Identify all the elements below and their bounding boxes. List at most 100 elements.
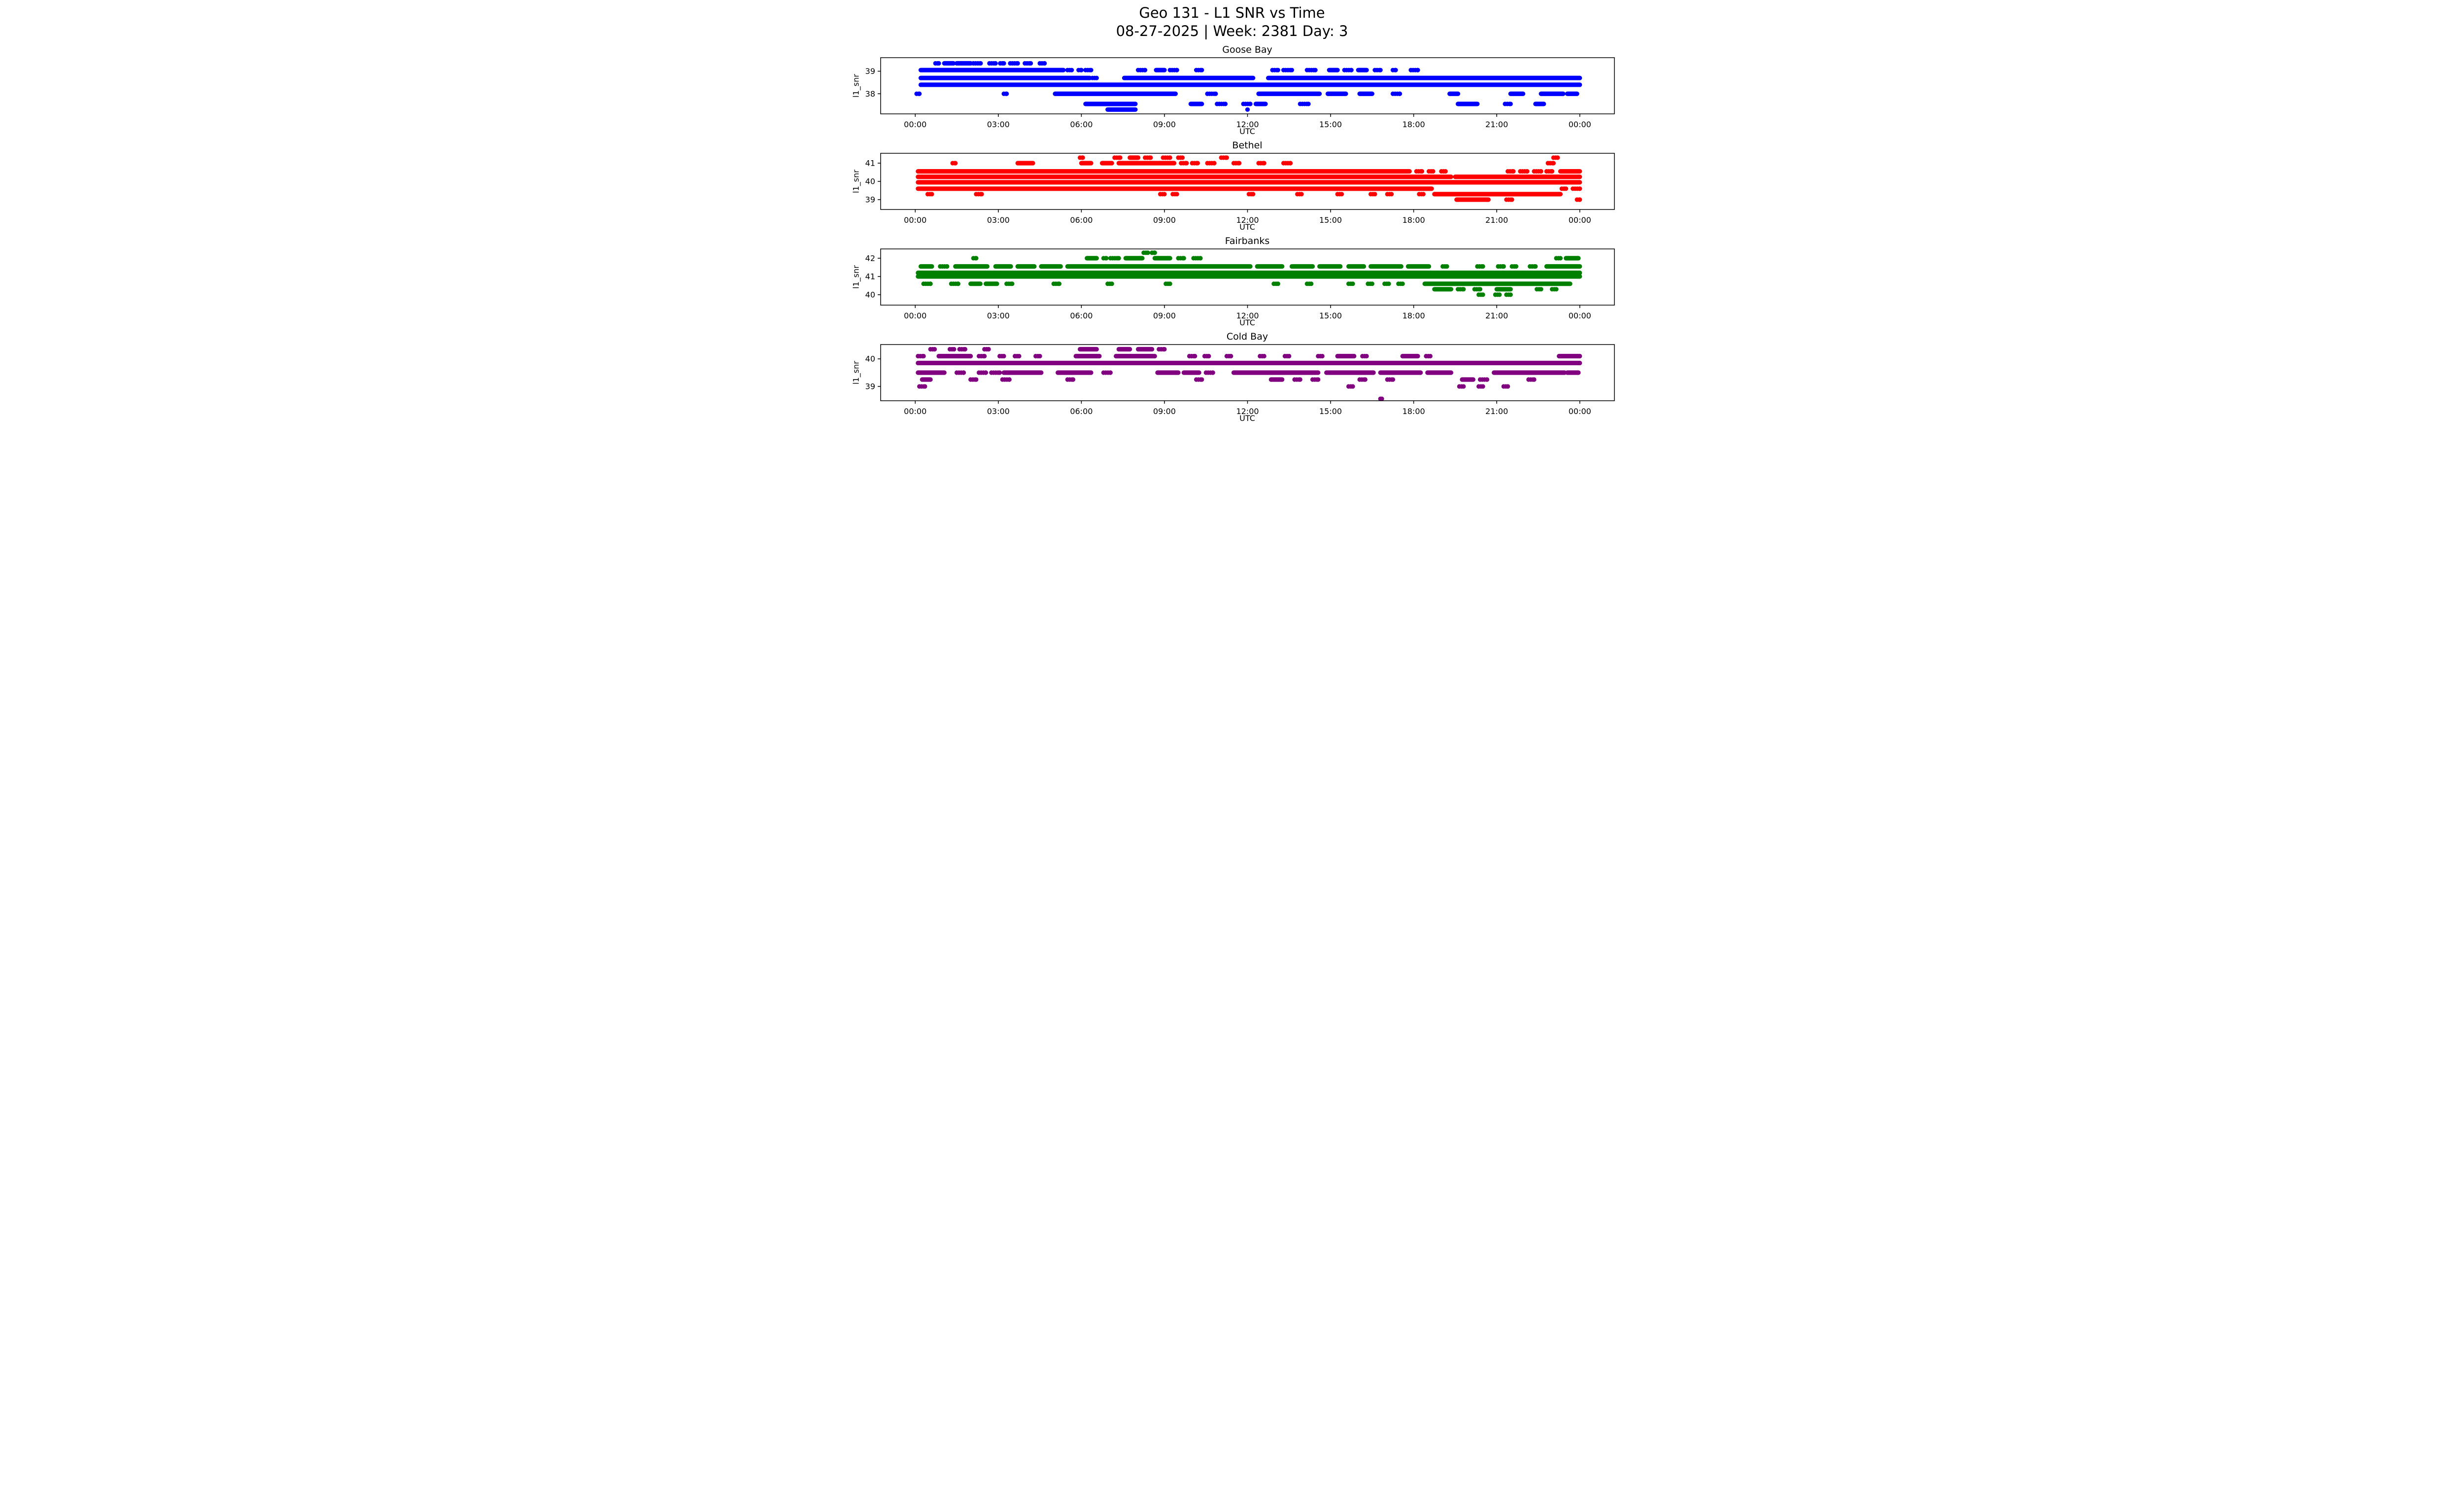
plot-region: l1_snr 00:00 03:00 06:00 09:00 12:00 15:00 18:… xyxy=(848,57,1616,131)
x-tick-label: 03:00 xyxy=(987,120,1010,129)
data-point xyxy=(1316,377,1321,382)
x-tick-label: 00:00 xyxy=(904,311,926,320)
data-point xyxy=(921,353,926,359)
x-tick-label: 21:00 xyxy=(1485,120,1508,129)
subplot-bethel: Bethel l1_snr 00:00 03:00 06:00 09:00 12:00 1… xyxy=(848,140,1616,232)
data-point xyxy=(1539,169,1543,174)
data-point xyxy=(917,91,922,96)
plot-region: l1_snr 00:00 03:00 06:00 09:00 12:00 15:00 18:… xyxy=(848,248,1616,322)
data-point xyxy=(1386,281,1391,286)
data-point xyxy=(1275,68,1280,72)
x-axis-label: UTC xyxy=(1239,127,1255,136)
x-tick-label: 21:00 xyxy=(1485,215,1508,225)
x-tick-label: 09:00 xyxy=(1153,120,1176,129)
data-point xyxy=(1245,107,1250,112)
data-point xyxy=(923,384,927,389)
subplot-title: Goose Bay xyxy=(1222,44,1272,55)
data-point xyxy=(956,281,960,286)
data-point xyxy=(1299,192,1304,197)
y-tick-label: 39 xyxy=(865,195,875,205)
data-point xyxy=(1184,161,1189,166)
data-point xyxy=(1167,281,1172,286)
data-point xyxy=(1015,61,1020,66)
subplot-fairbanks: Fairbanks l1_snr 00:00 03:00 06:00 09:00 12:… xyxy=(848,236,1616,327)
data-point xyxy=(1212,161,1217,166)
x-tick-label: 21:00 xyxy=(1485,407,1508,416)
y-axis-label: l1_snr xyxy=(851,74,861,98)
data-point xyxy=(1287,353,1292,359)
y-tick-label: 41 xyxy=(865,158,875,168)
data-point xyxy=(1174,68,1179,72)
subplot-title: Cold Bay xyxy=(1226,331,1268,342)
data-point xyxy=(1525,169,1530,174)
data-point xyxy=(1042,61,1047,66)
data-point xyxy=(1497,292,1502,297)
data-point xyxy=(1143,68,1148,72)
data-point xyxy=(1364,353,1369,359)
plot-area: 00:00 03:00 06:00 09:00 12:00 15:00 18:00 21:00… xyxy=(865,248,1615,320)
plot-area: 00:00 03:00 06:00 09:00 12:00 15:00 18:00 21:00… xyxy=(865,57,1615,129)
subplot-goose-bay: Goose Bay l1_snr 00:00 03:00 06:00 09:00 12:… xyxy=(848,44,1616,136)
data-point xyxy=(1001,61,1006,66)
x-tick-label: 18:00 xyxy=(1403,407,1425,416)
data-point xyxy=(1152,250,1157,255)
data-point xyxy=(1306,102,1311,106)
data-point xyxy=(953,161,958,166)
data-point xyxy=(932,347,937,352)
data-point xyxy=(1421,192,1426,197)
data-point xyxy=(1174,192,1179,197)
data-point xyxy=(1069,68,1074,72)
data-point xyxy=(1162,192,1167,197)
data-point xyxy=(979,192,984,197)
data-point xyxy=(983,370,989,375)
data-point xyxy=(993,61,998,66)
data-point xyxy=(1108,370,1113,375)
data-point xyxy=(1167,155,1172,160)
data-point xyxy=(928,281,933,286)
data-point xyxy=(1004,91,1009,96)
data-point xyxy=(986,347,991,352)
x-tick-label: 15:00 xyxy=(1319,120,1342,129)
data-point xyxy=(978,61,983,66)
data-point xyxy=(1506,384,1510,389)
data-point xyxy=(1378,68,1383,72)
data-point xyxy=(1037,353,1042,359)
y-axis-label: l1_snr xyxy=(851,265,861,289)
x-tick-label: 12:00 xyxy=(1236,120,1259,129)
x-tick-label: 06:00 xyxy=(1070,120,1093,129)
data-point xyxy=(1057,281,1062,286)
data-point xyxy=(1350,384,1355,389)
data-point xyxy=(1118,155,1123,160)
data-point xyxy=(1017,353,1022,359)
data-point xyxy=(1551,161,1556,166)
plot-region: l1_snr 00:00 03:00 06:00 09:00 12:00 15:00 18:… xyxy=(848,152,1616,226)
data-point xyxy=(1007,377,1012,382)
plot-region: l1_snr 00:00 03:00 06:00 09:00 12:00 15:00 18:… xyxy=(848,344,1616,417)
data-point xyxy=(1533,264,1538,269)
data-point xyxy=(1369,281,1374,286)
data-point xyxy=(1262,161,1266,166)
x-tick-label: 00:00 xyxy=(904,215,926,225)
data-point xyxy=(1419,169,1425,174)
x-tick-label: 18:00 xyxy=(1403,120,1425,129)
y-axis-label: l1_snr xyxy=(851,361,861,384)
y-tick-label: 38 xyxy=(865,89,875,99)
x-tick-label: 21:00 xyxy=(1485,311,1508,320)
x-tick-label: 00:00 xyxy=(1569,120,1591,129)
data-point xyxy=(1390,377,1396,382)
data-point xyxy=(1089,68,1094,72)
x-tick-label: 12:00 xyxy=(1236,215,1259,225)
data-point xyxy=(1262,353,1266,359)
subplot-title: Fairbanks xyxy=(1225,236,1270,246)
data-point xyxy=(1577,197,1582,202)
x-axis-label: UTC xyxy=(1239,414,1255,423)
data-point xyxy=(1461,287,1466,292)
subplot-cold-bay: Cold Bay l1_snr 00:00 03:00 06:00 09:00 12:0… xyxy=(848,331,1616,423)
data-point xyxy=(1224,155,1229,160)
data-point xyxy=(1431,169,1436,174)
data-point xyxy=(1223,102,1228,106)
data-point xyxy=(1339,192,1344,197)
data-point xyxy=(1539,287,1543,292)
figure: Geo 131 - L1 SNR vs Time 08-27-2025 | We… xyxy=(848,0,1616,423)
x-tick-label: 18:00 xyxy=(1403,215,1425,225)
